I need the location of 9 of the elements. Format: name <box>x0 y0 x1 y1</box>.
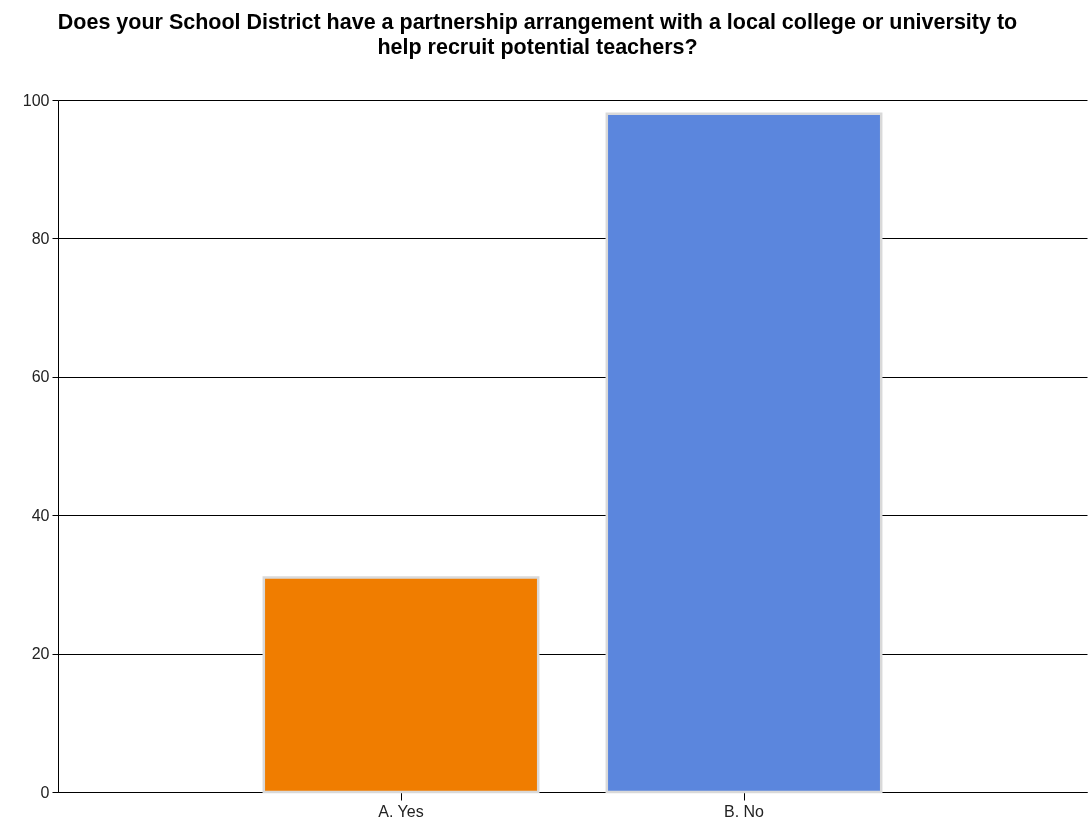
y-tick-label: 0 <box>40 783 50 801</box>
y-tick-label: 20 <box>31 645 50 663</box>
y-tick-label: 40 <box>31 506 50 524</box>
chart-title: Does your School District have a partnership arrangement with a local college or university to help recruit potential teachers? <box>57 9 1018 59</box>
x-tick-label: B. No <box>723 802 765 820</box>
y-tick-label: 80 <box>31 229 50 247</box>
x-tick-label: A. Yes <box>378 802 424 820</box>
y-tick-label: 100 <box>22 91 50 109</box>
y-tick-label: 60 <box>31 368 50 386</box>
